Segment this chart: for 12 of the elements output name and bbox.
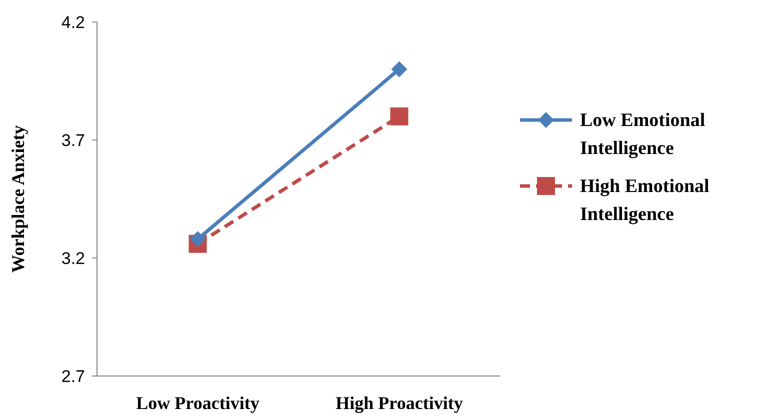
legend-label: Low Emotional Intelligence xyxy=(580,110,706,159)
y-tick-label: 2.7 xyxy=(61,366,85,386)
point xyxy=(390,107,408,126)
x-tick-label: Low Proactivity xyxy=(136,393,260,413)
point xyxy=(391,61,408,78)
legend-label: High Emotional Intelligence xyxy=(580,176,710,225)
y-tick-label: 3.2 xyxy=(61,248,85,268)
y-tick-label: 4.2 xyxy=(61,12,85,32)
y-tick-label: 3.7 xyxy=(61,130,85,150)
x-tick-label: High Proactivity xyxy=(336,393,463,413)
point xyxy=(190,231,206,248)
y-axis-title: Workplace Anxiety xyxy=(8,125,28,273)
